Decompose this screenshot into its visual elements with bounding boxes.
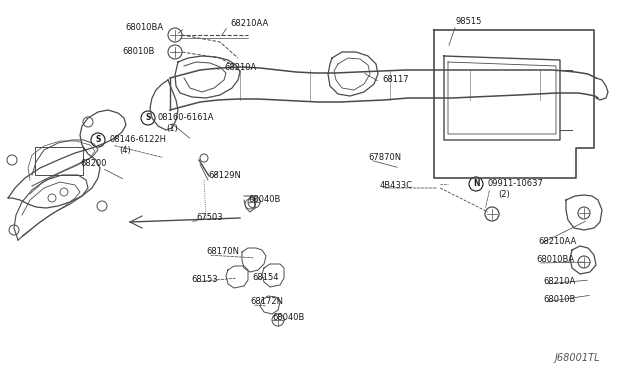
Text: S: S xyxy=(95,135,100,144)
Text: 67870N: 67870N xyxy=(368,154,401,163)
Text: 68210A: 68210A xyxy=(543,278,575,286)
Text: 68010BA: 68010BA xyxy=(536,256,574,264)
Bar xyxy=(35,147,83,175)
Text: (1): (1) xyxy=(166,124,178,132)
Text: 68200: 68200 xyxy=(80,160,106,169)
Text: 68154: 68154 xyxy=(252,273,278,282)
Text: 68210A: 68210A xyxy=(224,64,256,73)
Text: 68040B: 68040B xyxy=(272,314,305,323)
Text: 08146-6122H: 08146-6122H xyxy=(110,135,167,144)
Text: 68117: 68117 xyxy=(382,76,408,84)
Text: 68010BA: 68010BA xyxy=(126,23,164,32)
Text: 68210AA: 68210AA xyxy=(538,237,576,247)
Text: 09911-10637: 09911-10637 xyxy=(488,180,544,189)
Text: S: S xyxy=(145,113,150,122)
Text: 68129N: 68129N xyxy=(208,171,241,180)
Text: 98515: 98515 xyxy=(455,17,481,26)
Text: (4): (4) xyxy=(119,145,131,154)
Text: 68153: 68153 xyxy=(191,276,218,285)
Text: 4B433C: 4B433C xyxy=(380,182,413,190)
Text: 68170N: 68170N xyxy=(206,247,239,257)
Text: 68172N: 68172N xyxy=(250,298,283,307)
Text: J68001TL: J68001TL xyxy=(554,353,600,363)
Text: 68210AA: 68210AA xyxy=(230,19,268,29)
Text: 67503: 67503 xyxy=(196,214,223,222)
Text: N: N xyxy=(473,180,479,189)
Text: 08160-6161A: 08160-6161A xyxy=(157,113,214,122)
Text: 68010B: 68010B xyxy=(123,48,155,57)
Text: (2): (2) xyxy=(498,189,509,199)
Text: 68010B: 68010B xyxy=(543,295,575,305)
Text: 68040B: 68040B xyxy=(248,196,280,205)
